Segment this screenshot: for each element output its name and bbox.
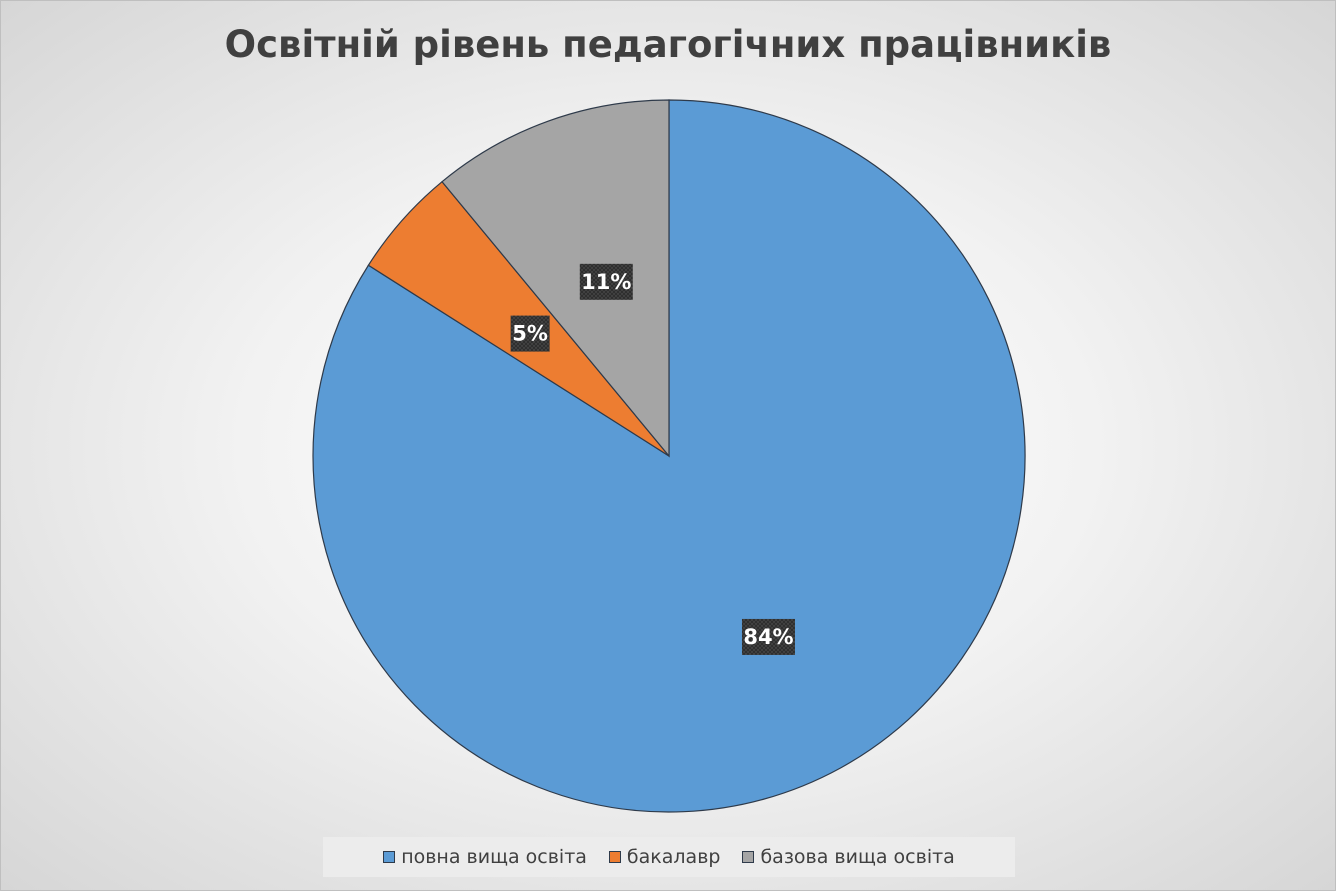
data-label-5: 5% bbox=[510, 315, 550, 352]
legend-swatch bbox=[383, 851, 396, 863]
legend-swatch bbox=[742, 851, 755, 863]
slice-full-higher-education bbox=[312, 99, 1026, 813]
data-label-box bbox=[741, 618, 795, 655]
legend: повна вища освіта бакалавр базова вища о… bbox=[323, 837, 1015, 877]
legend-item-full-higher-education: повна вища освіта bbox=[383, 846, 587, 868]
data-label-text: 11% bbox=[581, 270, 631, 294]
legend-item-bachelor: бакалавр bbox=[608, 846, 721, 868]
legend-item-basic-higher-education: базова вища освіта bbox=[742, 846, 955, 868]
data-label-text: 84% bbox=[743, 625, 793, 649]
data-label-84: 84% bbox=[741, 618, 795, 655]
data-label-text: 5% bbox=[512, 322, 548, 346]
legend-swatch bbox=[608, 851, 621, 863]
legend-label: бакалавр bbox=[626, 846, 721, 868]
legend-label: повна вища освіта bbox=[401, 846, 587, 868]
chart-title: Освітній рівень педагогічних працівників bbox=[224, 23, 1112, 66]
slice-basic-higher-education bbox=[441, 99, 670, 458]
data-label-box bbox=[510, 315, 550, 352]
data-label-box bbox=[579, 263, 633, 300]
legend-label: базова вища освіта bbox=[760, 846, 955, 868]
data-label-11: 11% bbox=[579, 263, 633, 300]
